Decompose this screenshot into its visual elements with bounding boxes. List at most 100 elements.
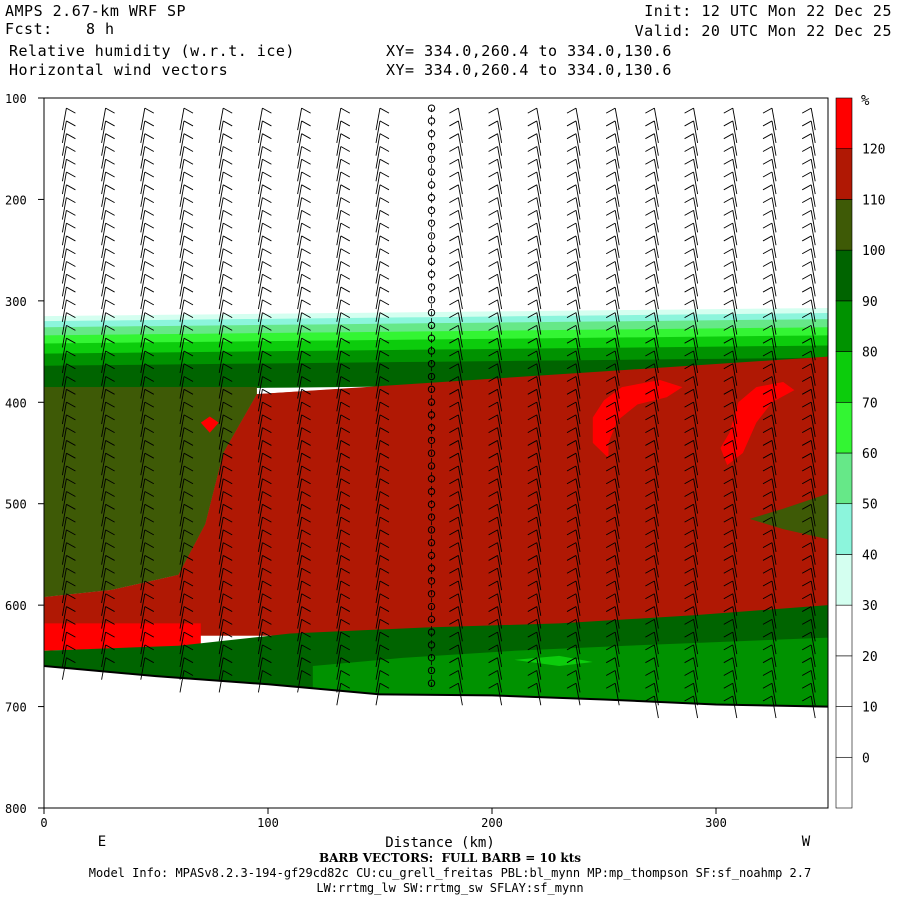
wind-barb [101, 158, 115, 182]
wind-barb [527, 388, 542, 412]
wind-barb-staff [653, 184, 659, 207]
wind-barb [723, 478, 738, 501]
wind-barb-staff [457, 184, 463, 207]
wind-barb-flag [105, 350, 115, 357]
wind-barb-staff [218, 248, 224, 271]
wind-barb-staff [257, 478, 263, 501]
wind-barb-staff [771, 312, 777, 335]
wind-barb [723, 427, 738, 450]
wind-barb-flag [645, 491, 655, 497]
wind-barb-staff [457, 299, 463, 322]
wind-barb [449, 580, 463, 604]
wind-barb [527, 146, 542, 169]
wind-barb-staff [297, 120, 303, 144]
wind-barb [61, 388, 76, 412]
wind-barb [605, 631, 620, 655]
wind-barb-staff [653, 363, 659, 386]
wind-barb-flag [449, 542, 459, 549]
x-tick-label: 300 [705, 816, 727, 830]
wind-barb [257, 644, 272, 667]
wind-barb-flag [723, 644, 734, 651]
wind-barb [375, 120, 390, 144]
wind-barb-flag [340, 670, 351, 676]
wind-barb [566, 670, 581, 693]
wind-barb-flag [566, 133, 577, 140]
wind-barb-flag [645, 529, 655, 536]
wind-barb-staff [771, 108, 777, 131]
wind-barb-staff [536, 427, 542, 450]
wind-barb [375, 133, 390, 156]
wind-barb-staff [810, 427, 816, 450]
wind-barb-flag [723, 567, 734, 574]
wind-barb-staff [732, 593, 738, 616]
wind-barb [527, 503, 542, 527]
wind-barb-flag [262, 337, 272, 344]
wind-barb-flag [183, 401, 194, 408]
wind-barb-flag [723, 388, 734, 395]
wind-barb-staff [536, 670, 542, 693]
wind-barb-staff [336, 517, 342, 540]
wind-barb-staff [810, 619, 816, 642]
wind-barb-flag [379, 580, 390, 587]
wind-barb-staff [218, 184, 224, 207]
wind-barb-staff [375, 376, 381, 399]
wind-barb [375, 580, 390, 604]
wind-barb-flag [527, 171, 538, 178]
wind-barb [684, 695, 699, 719]
wind-barb-staff [653, 555, 659, 578]
wind-barb-staff [179, 299, 185, 322]
wind-barb [566, 363, 581, 386]
wind-barb-flag [566, 197, 577, 203]
wind-barb [61, 631, 76, 655]
wind-barb [101, 184, 115, 207]
wind-barb-flag [566, 440, 577, 446]
wind-barb [527, 184, 542, 207]
wind-barb-flag [762, 644, 773, 651]
wind-barb-staff [771, 286, 777, 310]
wind-barb [297, 542, 311, 565]
wind-barb-flag [449, 312, 459, 319]
wind-barb [375, 670, 390, 693]
wind-barb-staff [457, 440, 463, 463]
wind-barb-flag [183, 286, 194, 293]
wind-barb-staff [771, 695, 777, 719]
wind-barb-flag [183, 503, 194, 510]
wind-barb-flag [222, 401, 233, 408]
wind-barb [645, 363, 659, 386]
wind-barb-staff [732, 248, 738, 271]
rh-region-near-surface-inner [312, 637, 828, 707]
wind-barb [61, 158, 76, 182]
wind-barb-staff [257, 491, 263, 514]
wind-barb-flag [105, 516, 115, 523]
wind-barb [140, 171, 155, 195]
wind-barb-flag [605, 248, 616, 255]
wind-barb-flag [105, 593, 115, 600]
wind-barb [218, 273, 233, 297]
wind-barb-flag [340, 491, 351, 497]
wind-barb-staff [497, 108, 503, 131]
cross-section-coords-2: XY= 334.0,260.4 to 334.0,130.6 [386, 61, 672, 79]
wind-barb-staff [457, 108, 463, 131]
wind-barb [297, 146, 311, 169]
wind-barb-staff [375, 350, 381, 374]
wind-barb [723, 325, 738, 348]
wind-barb-staff [179, 670, 185, 693]
wind-barb-staff [257, 376, 263, 399]
wind-barb-flag [301, 222, 311, 229]
wind-barb-staff [218, 363, 224, 386]
wind-barb-flag [301, 555, 311, 561]
wind-barb-flag [262, 670, 272, 676]
wind-barb-flag [762, 171, 773, 178]
wind-barb-flag [566, 670, 577, 676]
wind-barb-flag [183, 606, 194, 612]
wind-barb-flag [527, 529, 538, 536]
wind-barb [218, 107, 233, 131]
wind-barb-staff [61, 568, 67, 591]
wind-barb-staff [179, 210, 185, 233]
wind-barb [179, 133, 194, 156]
wind-barb-staff [614, 619, 620, 642]
wind-barb-staff [771, 389, 777, 412]
wind-barb-staff [297, 338, 303, 361]
wind-barb-flag [105, 644, 115, 651]
wind-barb-staff [693, 529, 699, 552]
